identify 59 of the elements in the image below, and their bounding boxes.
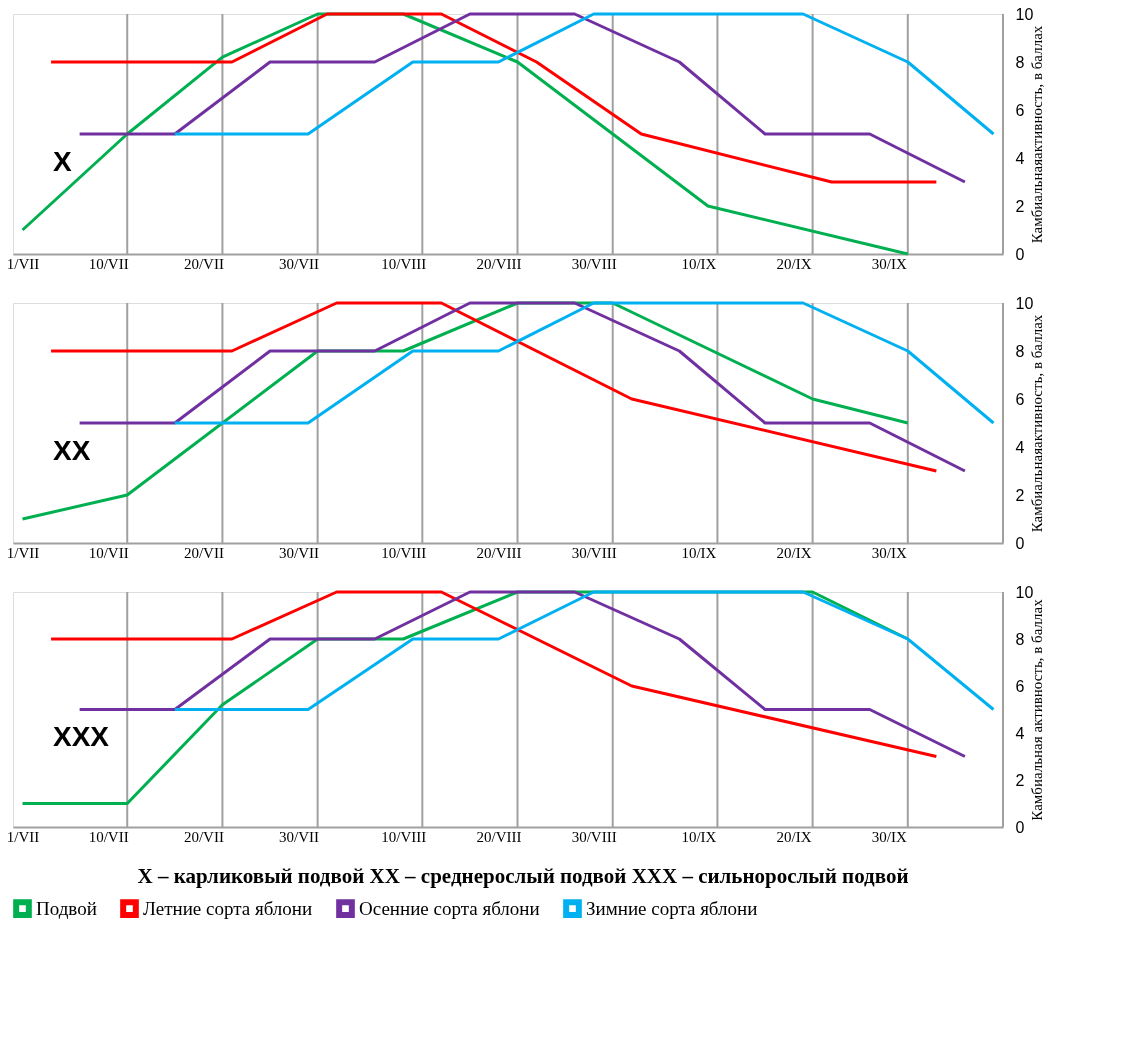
y-tick-label: 4 [1015, 724, 1025, 742]
x-tick-label: 10/VII [88, 544, 129, 561]
x-tick-label: 20/IX [776, 544, 812, 561]
annotation: XXX [53, 720, 110, 752]
x-tick-label: 30/VIII [571, 255, 617, 272]
y-axis-title: Камбиальнаяактивность, в баллах [1029, 25, 1046, 244]
x-tick-label: 10/IX [681, 544, 717, 561]
y-tick-label: 0 [1015, 534, 1025, 552]
y-tick-label: 10 [1015, 294, 1034, 312]
x-tick-label: 20/VIII [476, 828, 522, 845]
x-tick-label: 20/IX [776, 255, 812, 272]
y-tick-label: 6 [1015, 101, 1025, 119]
y-tick-label: 8 [1015, 342, 1025, 360]
y-axis-title: Камбиальная активность, в баллах [1029, 598, 1046, 821]
x-tick-label: 30/VIII [571, 828, 617, 845]
y-tick-label: 4 [1015, 438, 1025, 456]
x-tick-label: 10/VII [88, 828, 129, 845]
x-tick-label: 30/VII [279, 544, 320, 561]
y-tick-label: 10 [1015, 5, 1034, 23]
y-tick-label: 8 [1015, 630, 1025, 648]
x-tick-label: 10/VIII [381, 828, 427, 845]
x-tick-label: 20/VII [183, 544, 224, 561]
x-tick-label: 1/VII [6, 828, 40, 845]
x-tick-label: 20/VII [183, 255, 224, 272]
y-tick-label: 2 [1015, 197, 1025, 215]
x-tick-label: 30/VII [279, 255, 320, 272]
x-tick-label: 10/IX [681, 828, 717, 845]
x-tick-label: 20/VIII [476, 544, 522, 561]
y-tick-label: 4 [1015, 149, 1025, 167]
x-tick-label: 30/VII [279, 828, 320, 845]
y-tick-label: 0 [1015, 818, 1025, 836]
legend-label: Летние сорта яблони [143, 897, 313, 919]
y-tick-label: 6 [1015, 390, 1025, 408]
y-axis-title: Камбиальнаяактивность, в баллах [1029, 314, 1046, 533]
x-tick-label: 20/VII [183, 828, 224, 845]
x-tick-label: 20/IX [776, 828, 812, 845]
x-tick-label: 1/VII [6, 544, 40, 561]
x-tick-label: 30/IX [871, 544, 907, 561]
y-tick-label: 0 [1015, 245, 1025, 263]
x-tick-label: 1/VII [6, 255, 40, 272]
legend-label: Осенние сорта яблони [359, 897, 540, 919]
x-tick-label: 30/VIII [571, 544, 617, 561]
y-tick-label: 8 [1015, 53, 1025, 71]
x-tick-label: 10/IX [681, 255, 717, 272]
legend-label: Подвой [36, 897, 97, 919]
x-tick-label: 10/VIII [381, 255, 427, 272]
x-tick-label: 30/IX [871, 828, 907, 845]
x-tick-label: 20/VIII [476, 255, 522, 272]
annotation: XX [53, 434, 91, 466]
annotation: X [53, 145, 72, 177]
x-tick-label: 10/VIII [381, 544, 427, 561]
y-tick-label: 2 [1015, 771, 1025, 789]
text: X – карликовый подвой XX – среднерослый подвой XXX – сильнорослый подвой [137, 864, 909, 888]
x-tick-label: 30/IX [871, 255, 907, 272]
y-tick-label: 2 [1015, 486, 1025, 504]
legend-label: Зимние сорта яблони [586, 897, 758, 919]
y-tick-label: 10 [1015, 583, 1034, 601]
x-tick-label: 10/VII [88, 255, 129, 272]
y-tick-label: 6 [1015, 677, 1025, 695]
